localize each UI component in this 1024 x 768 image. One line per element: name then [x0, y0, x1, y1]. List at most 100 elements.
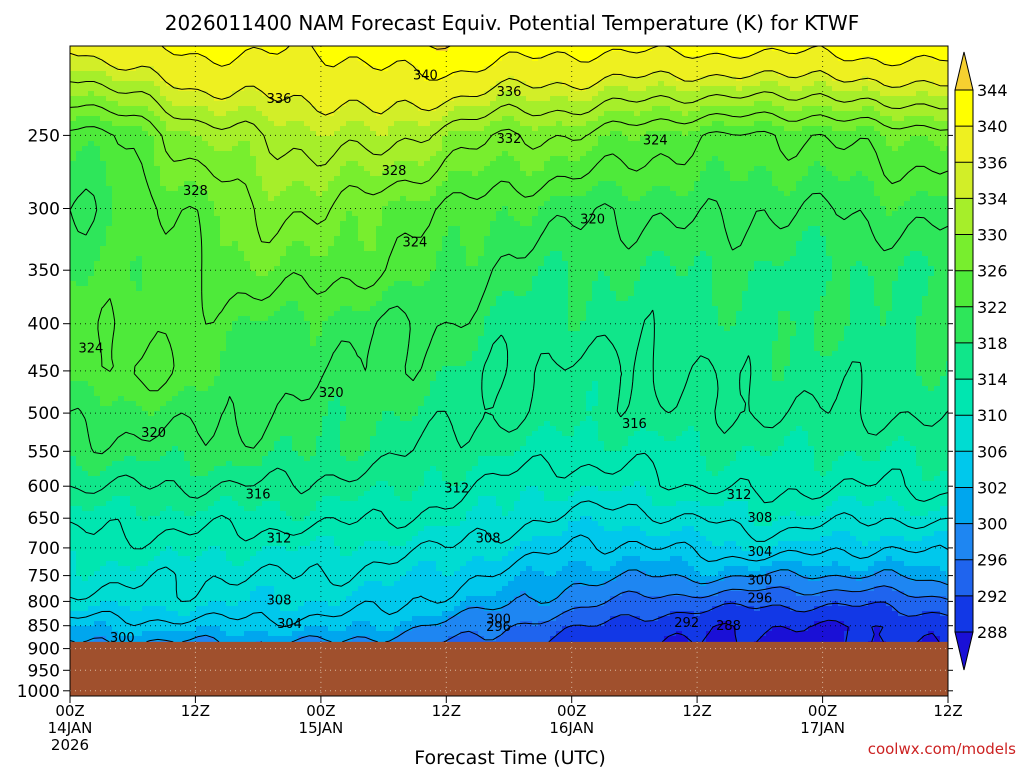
field-cell: [688, 191, 695, 197]
field-cell: [886, 151, 893, 157]
field-cell: [634, 86, 641, 92]
field-cell: [820, 81, 827, 87]
field-cell: [820, 176, 827, 182]
field-cell: [304, 126, 311, 132]
field-cell: [616, 71, 623, 77]
field-cell: [904, 81, 911, 87]
field-cell: [334, 206, 341, 212]
field-cell: [718, 131, 725, 137]
field-cell: [202, 136, 209, 142]
field-cell: [670, 91, 677, 97]
field-cell: [586, 66, 593, 72]
field-cell: [754, 96, 761, 102]
field-cell: [154, 136, 161, 142]
field-cell: [688, 211, 695, 217]
field-cell: [292, 51, 299, 57]
field-cell: [862, 101, 869, 107]
field-cell: [646, 91, 653, 97]
field-cell: [916, 211, 923, 217]
field-cell: [202, 51, 209, 57]
field-cell: [850, 116, 857, 122]
field-cell: [550, 156, 557, 162]
field-cell: [940, 101, 947, 107]
field-cell: [802, 121, 809, 127]
field-cell: [580, 66, 587, 72]
field-cell: [820, 61, 827, 67]
field-cell: [910, 96, 917, 102]
field-cell: [442, 81, 449, 87]
field-cell: [778, 116, 785, 122]
field-cell: [670, 121, 677, 127]
field-cell: [586, 206, 593, 212]
field-cell: [172, 76, 179, 82]
field-cell: [802, 166, 809, 172]
field-cell: [94, 86, 101, 92]
field-cell: [292, 96, 299, 102]
field-cell: [598, 186, 605, 192]
field-cell: [724, 71, 731, 77]
field-cell: [460, 201, 467, 207]
field-cell: [394, 86, 401, 92]
field-cell: [670, 181, 677, 187]
field-cell: [406, 71, 413, 77]
field-cell: [334, 191, 341, 197]
field-cell: [124, 106, 131, 112]
field-cell: [76, 211, 83, 217]
field-cell: [220, 91, 227, 97]
field-cell: [328, 121, 335, 127]
field-cell: [310, 76, 317, 82]
field-cell: [826, 96, 833, 102]
field-cell: [334, 186, 341, 192]
field-cell: [538, 111, 545, 117]
field-cell: [928, 81, 935, 87]
field-cell: [634, 71, 641, 77]
field-cell: [250, 176, 257, 182]
field-cell: [262, 106, 269, 112]
field-cell: [484, 61, 491, 67]
field-cell: [244, 211, 251, 217]
field-cell: [448, 146, 455, 152]
field-cell: [586, 136, 593, 142]
field-cell: [874, 201, 881, 207]
field-cell: [352, 156, 359, 162]
field-cell: [604, 66, 611, 72]
field-cell: [124, 166, 131, 172]
field-cell: [928, 71, 935, 77]
field-cell: [928, 171, 935, 177]
field-cell: [184, 181, 191, 187]
field-cell: [130, 211, 137, 217]
field-cell: [934, 131, 941, 137]
field-cell: [688, 171, 695, 177]
field-cell: [814, 201, 821, 207]
field-cell: [880, 191, 887, 197]
field-cell: [94, 176, 101, 182]
field-cell: [646, 86, 653, 92]
field-cell: [586, 196, 593, 202]
field-cell: [934, 86, 941, 92]
field-cell: [82, 71, 89, 77]
field-cell: [946, 206, 948, 212]
field-cell: [640, 51, 647, 57]
field-cell: [532, 121, 539, 127]
field-cell: [928, 121, 935, 127]
field-cell: [136, 136, 143, 142]
field-cell: [916, 116, 923, 122]
field-cell: [304, 186, 311, 192]
field-cell: [496, 166, 503, 172]
field-cell: [352, 46, 359, 52]
field-cell: [370, 61, 377, 67]
field-cell: [226, 186, 233, 192]
field-cell: [748, 196, 755, 202]
field-cell: [292, 141, 299, 147]
field-cell: [598, 156, 605, 162]
field-cell: [778, 211, 785, 217]
field-cell: [106, 161, 113, 167]
field-cell: [394, 176, 401, 182]
field-cell: [826, 126, 833, 132]
field-cell: [418, 201, 425, 207]
field-cell: [496, 126, 503, 132]
field-cell: [166, 176, 173, 182]
field-cell: [136, 176, 143, 182]
field-cell: [190, 161, 197, 167]
field-cell: [532, 166, 539, 172]
